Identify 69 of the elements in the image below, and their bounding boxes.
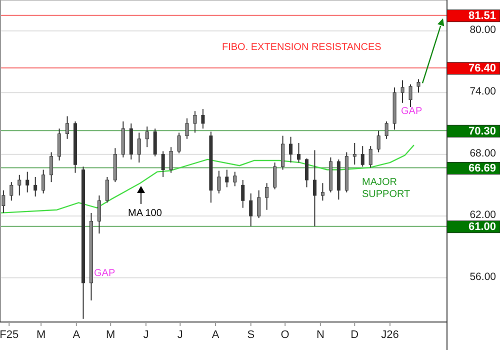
candlestick bbox=[249, 192, 253, 227]
candlestick bbox=[384, 120, 388, 140]
candlestick bbox=[304, 158, 308, 188]
candlestick bbox=[193, 110, 197, 134]
candlestick bbox=[312, 150, 316, 227]
candlestick bbox=[225, 169, 229, 188]
candlestick bbox=[2, 190, 6, 214]
y-tick-label: 68.00 bbox=[470, 147, 496, 160]
candlestick bbox=[50, 152, 54, 183]
x-tick-label: O bbox=[280, 329, 290, 341]
x-tick-label: A bbox=[212, 329, 220, 341]
x-tick-label: D bbox=[350, 329, 359, 341]
candlestick bbox=[416, 78, 420, 94]
candlestick bbox=[58, 128, 62, 161]
candlestick bbox=[368, 146, 372, 168]
candlestick bbox=[145, 126, 149, 148]
y-tick-label: 62.00 bbox=[470, 209, 496, 222]
x-tick-label: A bbox=[72, 329, 81, 341]
ref-line-label: 76.40 bbox=[468, 62, 496, 75]
candlestick bbox=[66, 116, 70, 140]
candlestick bbox=[265, 182, 269, 210]
candlestick bbox=[400, 80, 404, 104]
x-tick-label: J bbox=[177, 329, 183, 341]
x-tick-label: M bbox=[106, 329, 116, 341]
candlestick bbox=[273, 162, 277, 190]
x-tick-label: J26 bbox=[381, 329, 399, 341]
candlestick bbox=[241, 180, 245, 208]
ref-line-label: 81.51 bbox=[468, 10, 496, 22]
x-tick-label: M bbox=[36, 329, 46, 341]
annotation: MAJOR SUPPORT bbox=[362, 177, 410, 200]
ref-line-label: 66.69 bbox=[468, 162, 496, 175]
candlestick bbox=[360, 146, 364, 168]
candlestick bbox=[97, 194, 101, 234]
candlestick bbox=[26, 171, 30, 193]
candlestick bbox=[352, 142, 356, 166]
candlestick bbox=[153, 128, 157, 157]
annotation: FIBO. EXTENSION RESISTANCES bbox=[222, 42, 382, 53]
candlestick bbox=[185, 118, 189, 140]
annotation: MA 100 bbox=[128, 208, 162, 219]
x-tick-label: N bbox=[316, 329, 324, 341]
y-tick-label: 56.00 bbox=[470, 270, 496, 283]
candlestick bbox=[201, 108, 205, 130]
annotation: GAP bbox=[401, 106, 422, 117]
candlestick bbox=[376, 130, 380, 153]
candlestick bbox=[177, 132, 181, 154]
ref-line-label: 61.00 bbox=[468, 221, 496, 234]
candlestick bbox=[169, 146, 173, 174]
y-tick-label: 74.00 bbox=[470, 86, 496, 98]
candlestick bbox=[42, 169, 46, 194]
candlestick bbox=[10, 182, 14, 202]
x-tick-label: F25 bbox=[0, 329, 19, 341]
candlestick bbox=[297, 142, 301, 164]
candlestick bbox=[137, 132, 141, 164]
candlestick bbox=[34, 176, 38, 197]
x-tick-label: S bbox=[247, 329, 255, 341]
candlestick bbox=[257, 190, 261, 219]
candlestick bbox=[105, 176, 109, 204]
annotation: GAP bbox=[94, 268, 116, 279]
candlestick bbox=[233, 171, 237, 187]
candlestick bbox=[217, 170, 221, 194]
candlestick bbox=[289, 136, 293, 164]
candlestick bbox=[408, 84, 412, 108]
x-tick-label: J bbox=[143, 329, 149, 341]
candlestick bbox=[161, 150, 165, 178]
y-tick-label: 80.00 bbox=[470, 24, 496, 36]
candlestick bbox=[18, 174, 22, 196]
ref-line-label: 70.30 bbox=[468, 126, 496, 138]
candlestick bbox=[320, 182, 324, 202]
candlestick bbox=[281, 135, 285, 170]
